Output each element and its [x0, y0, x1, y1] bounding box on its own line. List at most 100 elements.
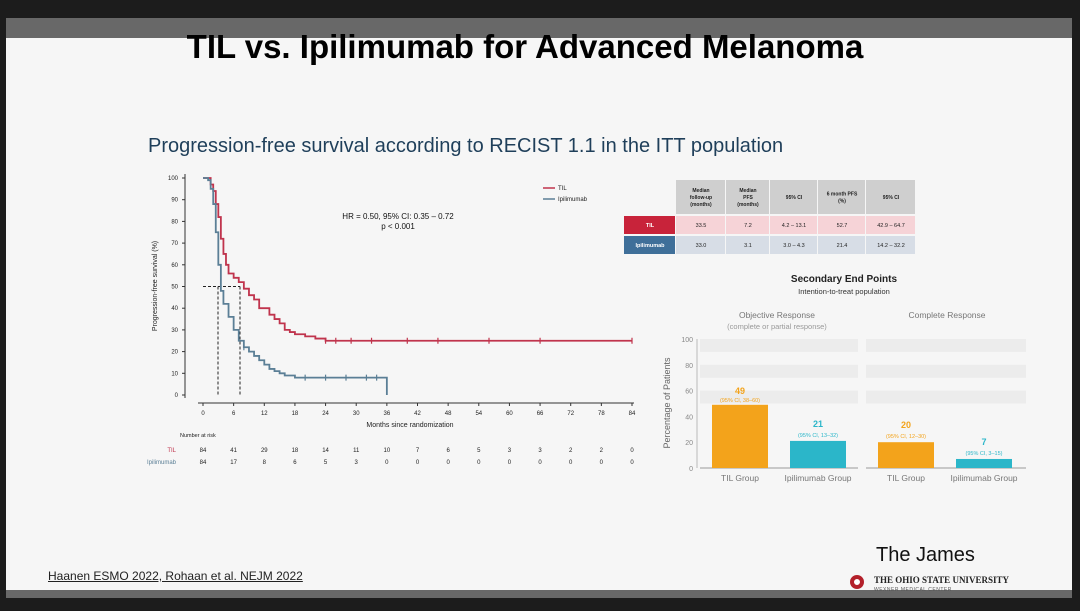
km-x-axis-label: Months since randomization: [366, 422, 453, 429]
bar-category-label: TIL Group: [887, 473, 925, 483]
risk-count: 8: [263, 460, 267, 466]
km-x-tick-label: 18: [292, 411, 299, 417]
km-y-tick-label: 60: [171, 263, 178, 269]
risk-count: 17: [230, 460, 237, 466]
p-value-annotation: p < 0.001: [381, 222, 415, 231]
table-header-label: follow-up: [690, 195, 712, 201]
km-x-tick-label: 0: [201, 411, 205, 417]
risk-count: 14: [322, 448, 329, 454]
risk-count: 41: [230, 448, 237, 454]
table-cell-value: 42.9 – 64.7: [877, 223, 905, 229]
risk-count: 5: [324, 460, 328, 466]
risk-count: 6: [446, 448, 450, 454]
risk-count: 3: [355, 460, 359, 466]
table-cell: [866, 236, 915, 254]
table-cell-value: 3.0 – 4.3: [783, 243, 804, 249]
km-y-tick-label: 70: [171, 241, 178, 247]
bar-grid-band: [866, 339, 1026, 352]
bar-grid-band: [700, 339, 858, 352]
bar-panel-subtitle: (complete or partial response): [727, 322, 827, 331]
table-header-label: 95% CI: [786, 195, 803, 201]
risk-count: 3: [538, 448, 542, 454]
bar-grid-band: [700, 390, 858, 404]
bar-grid-band: [866, 364, 1026, 378]
km-y-tick-label: 50: [171, 285, 178, 291]
ohio-state-logo-icon: [850, 575, 864, 589]
risk-count: 0: [569, 460, 573, 466]
table-header-label: Median: [692, 188, 709, 194]
bar-value-label: 7: [981, 437, 986, 447]
table-row-group-cell: [624, 216, 675, 234]
table-header-cell: [676, 180, 725, 214]
table-header-cell: [726, 180, 769, 214]
hr-annotation: HR = 0.50, 95% CI: 0.35 – 0.72: [342, 212, 454, 221]
risk-count: 2: [600, 448, 604, 454]
table-cell: [866, 216, 915, 234]
km-y-tick-label: 100: [168, 176, 179, 182]
bar-grid-band: [700, 364, 858, 378]
km-x-tick-label: 66: [537, 411, 544, 417]
table-cell-value: 4.2 – 13.1: [782, 223, 806, 229]
km-y-tick-label: 80: [171, 219, 178, 225]
secondary-endpoints-subtitle: Intention-to-treat population: [798, 287, 890, 296]
risk-count: 3: [508, 448, 512, 454]
bar-panel-title: Objective Response: [739, 310, 815, 320]
logo-university: The Ohio State University: [874, 575, 1009, 585]
bar-value-label: 49: [735, 386, 745, 396]
bar-y-axis-label: Percentage of Patients: [662, 357, 672, 449]
risk-row-ipi-label: Ipilimumab: [147, 460, 177, 466]
til-bar: [878, 442, 934, 468]
risk-count: 2: [569, 448, 573, 454]
bar-y-tick-label: 60: [685, 389, 693, 396]
risk-count: 0: [385, 460, 389, 466]
table-cell: [770, 236, 817, 254]
bar-value-label: 21: [813, 419, 823, 429]
risk-count: 84: [200, 448, 207, 454]
table-cell: [676, 216, 725, 234]
bar-panel-title: Complete Response: [908, 310, 985, 320]
risk-row-til-label: TIL: [167, 448, 176, 454]
table-cell: [676, 236, 725, 254]
km-x-tick-label: 78: [598, 411, 605, 417]
km-x-tick-label: 48: [445, 411, 452, 417]
km-y-tick-label: 40: [171, 306, 178, 312]
bar-category-label: TIL Group: [721, 473, 759, 483]
table-cell-value: 33.0: [696, 243, 707, 249]
ipilimumab-bar: [956, 458, 1012, 468]
table-cell-value: 52.7: [837, 223, 848, 229]
bar-grid-band: [866, 390, 1026, 404]
risk-count: 0: [416, 460, 420, 466]
km-x-tick-label: 6: [232, 411, 236, 417]
logo-center: Wexner Medical Center: [874, 587, 952, 593]
table-header-cell: [818, 180, 865, 214]
table-cell: [818, 216, 865, 234]
km-x-tick-label: 12: [261, 411, 268, 417]
bar-ci-label: (95% CI, 13–32): [798, 433, 838, 439]
table-cell: [726, 216, 769, 234]
number-at-risk-title: Number at risk: [180, 433, 216, 439]
bar-ci-label: (95% CI, 3–15): [966, 451, 1003, 457]
risk-count: 0: [630, 460, 634, 466]
table-cell-value: 3.1: [744, 243, 752, 249]
table-header-label: 95% CI: [883, 195, 900, 201]
table-cell: [818, 236, 865, 254]
ipilimumab-survival-curve: [203, 177, 388, 395]
risk-count: 0: [538, 460, 542, 466]
legend-ipi-label: Ipilimumab: [558, 197, 588, 203]
km-x-tick-label: 72: [567, 411, 574, 417]
risk-count: 11: [353, 448, 360, 454]
km-x-tick-label: 24: [322, 411, 329, 417]
table-cell-value: 7.2: [744, 223, 752, 229]
km-y-axis-label: Progression-free survival (%): [152, 241, 159, 331]
til-bar: [712, 404, 768, 468]
risk-count: 0: [446, 460, 450, 466]
risk-count: 6: [293, 460, 297, 466]
km-x-tick-label: 30: [353, 411, 360, 417]
chart-subtitle: Progression-free survival according to R…: [148, 135, 784, 157]
risk-count: 0: [600, 460, 604, 466]
bar-ci-label: (95% CI, 38–60): [720, 398, 760, 404]
bar-y-tick-label: 0: [689, 466, 693, 473]
km-x-tick-label: 84: [629, 411, 636, 417]
